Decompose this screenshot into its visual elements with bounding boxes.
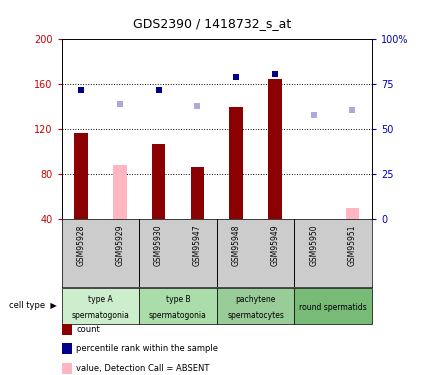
Bar bbox=[268, 79, 282, 219]
FancyBboxPatch shape bbox=[139, 288, 217, 324]
Bar bbox=[230, 107, 243, 219]
Text: GSM95928: GSM95928 bbox=[76, 225, 85, 266]
Bar bbox=[190, 166, 204, 219]
Bar bbox=[346, 208, 359, 219]
Text: spermatocytes: spermatocytes bbox=[227, 310, 284, 320]
Text: GSM95929: GSM95929 bbox=[115, 225, 124, 266]
FancyBboxPatch shape bbox=[62, 288, 139, 324]
Text: spermatogonia: spermatogonia bbox=[71, 310, 129, 320]
Bar bbox=[307, 219, 320, 262]
Text: count: count bbox=[76, 325, 100, 334]
Bar bbox=[74, 133, 88, 219]
Text: GSM95949: GSM95949 bbox=[270, 225, 279, 266]
Text: GDS2390 / 1418732_s_at: GDS2390 / 1418732_s_at bbox=[133, 17, 292, 30]
Text: GSM95947: GSM95947 bbox=[193, 225, 202, 266]
Text: value, Detection Call = ABSENT: value, Detection Call = ABSENT bbox=[76, 364, 210, 373]
Bar bbox=[152, 144, 165, 219]
Text: GSM95951: GSM95951 bbox=[348, 225, 357, 266]
Text: GSM95950: GSM95950 bbox=[309, 225, 318, 266]
Text: pachytene: pachytene bbox=[235, 296, 276, 304]
Text: round spermatids: round spermatids bbox=[299, 303, 367, 312]
FancyBboxPatch shape bbox=[217, 288, 294, 324]
Bar bbox=[113, 165, 127, 219]
Text: cell type  ▶: cell type ▶ bbox=[9, 301, 57, 310]
FancyBboxPatch shape bbox=[294, 288, 372, 324]
Text: GSM95930: GSM95930 bbox=[154, 225, 163, 266]
Text: GSM95948: GSM95948 bbox=[232, 225, 241, 266]
Text: type B: type B bbox=[166, 296, 190, 304]
Text: spermatogonia: spermatogonia bbox=[149, 310, 207, 320]
Text: type A: type A bbox=[88, 296, 113, 304]
Text: percentile rank within the sample: percentile rank within the sample bbox=[76, 344, 218, 353]
